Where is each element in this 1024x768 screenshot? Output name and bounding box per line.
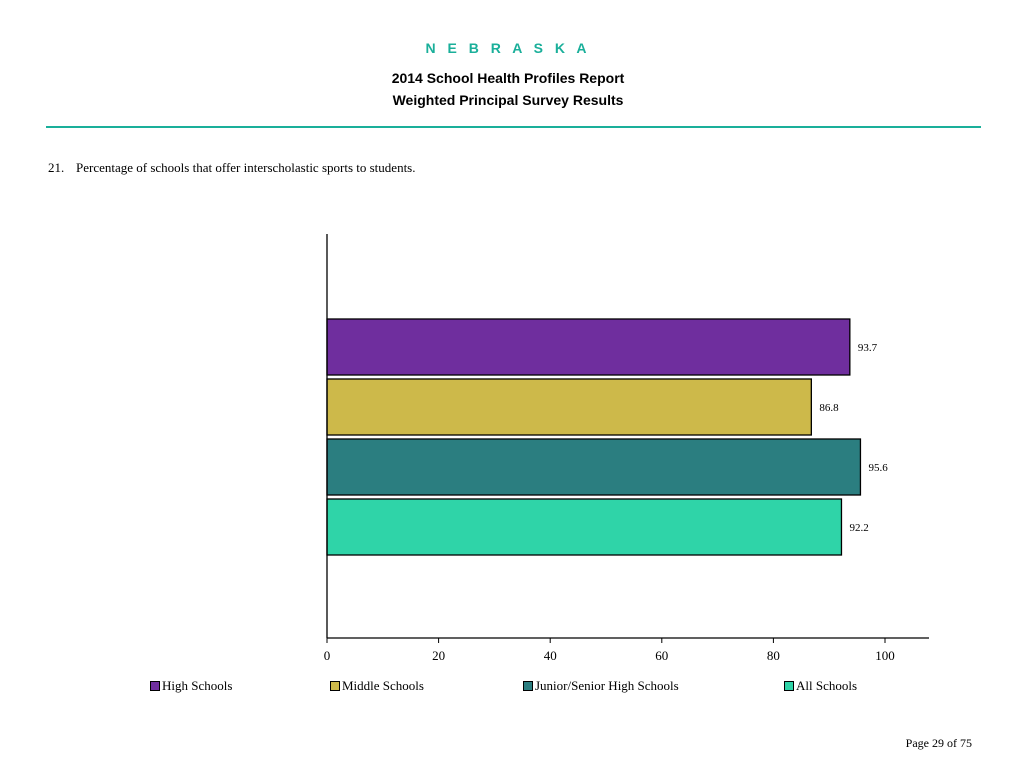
data-label-high-schools: 93.7: [858, 342, 878, 354]
data-label-all-schools: 92.2: [849, 522, 868, 534]
x-tick-label-60: 60: [655, 648, 668, 663]
bar-junior-senior-high-schools: [326, 438, 862, 496]
x-tick-label-20: 20: [432, 648, 445, 663]
legend-label-junior-senior-high-schools: Junior/Senior High Schools: [535, 678, 679, 693]
legend-item-high-schools: High Schools: [150, 678, 232, 694]
x-tick-label-100: 100: [875, 648, 895, 663]
legend-swatch-high-schools: [150, 681, 160, 691]
header-divider: [46, 126, 981, 128]
question: 21. Percentage of schools that offer inte…: [48, 160, 416, 176]
legend-item-junior-senior-high-schools: Junior/Senior High Schools: [523, 678, 679, 694]
report-title: 2014 School Health Profiles Report: [391, 70, 625, 86]
chart-legend: High Schools Middle Schools Junior/Senio…: [0, 678, 1024, 696]
question-text: Percentage of schools that offer intersc…: [76, 160, 416, 175]
legend-label-high-schools: High Schools: [162, 678, 233, 693]
data-label-junior-senior-high-schools: 95.6: [868, 462, 888, 474]
bar-all-schools: [326, 498, 843, 556]
legend-label-all-schools: All Schools: [796, 678, 858, 693]
bar-high-schools: [326, 318, 851, 376]
x-tick-label-0: 0: [324, 648, 331, 663]
legend-swatch-all-schools: [784, 681, 794, 691]
x-tick-label-80: 80: [767, 648, 780, 663]
legend-item-all-schools: All Schools: [784, 678, 857, 694]
x-tick-label-40: 40: [544, 648, 557, 663]
legend-swatch-middle-schools: [330, 681, 340, 691]
report-subtitle: Weighted Principal Survey Results: [392, 92, 624, 108]
question-number: 21.: [48, 160, 65, 175]
page-number: Page 29 of 75: [905, 736, 972, 750]
legend-item-middle-schools: Middle Schools: [330, 678, 424, 694]
bar-middle-schools: [326, 378, 812, 436]
state-title: N E B R A S K A: [425, 40, 591, 56]
legend-label-middle-schools: Middle Schools: [342, 678, 424, 693]
data-label-middle-schools: 86.8: [819, 402, 839, 414]
legend-swatch-junior-senior-high-schools: [523, 681, 533, 691]
